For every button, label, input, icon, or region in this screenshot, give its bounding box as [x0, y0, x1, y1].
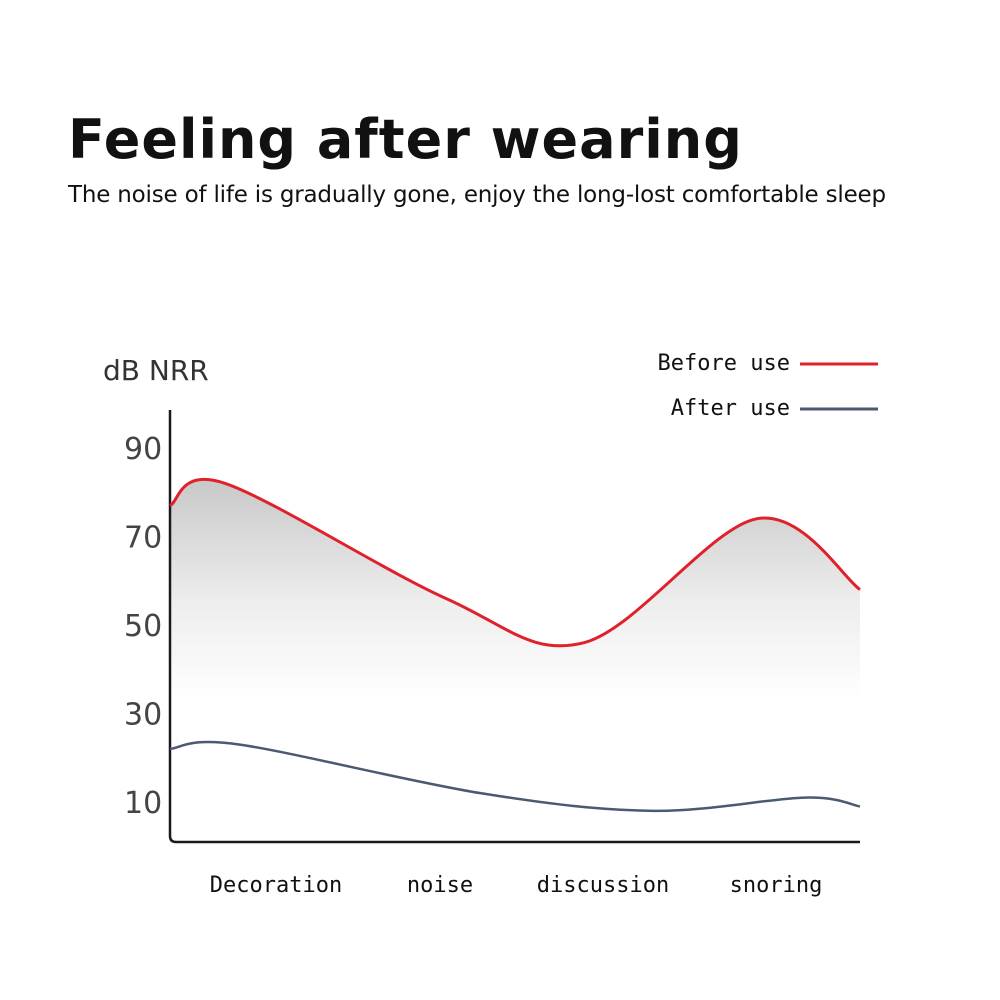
series-line-before-use	[169, 477, 861, 648]
y-tick-label: 90	[124, 432, 162, 467]
y-tick-label: 70	[124, 521, 162, 556]
x-category-label: discussion	[537, 873, 669, 898]
area-fill-before-use	[170, 479, 860, 700]
x-category-label: Decoration	[210, 873, 342, 898]
legend-label: After use	[671, 396, 790, 421]
y-tick-label: 10	[124, 786, 162, 821]
x-category-label: noise	[407, 873, 473, 898]
axis-lines	[168, 410, 860, 844]
series-line-after-use	[169, 740, 861, 813]
legend-label: Before use	[658, 351, 790, 376]
y-tick-label: 30	[124, 698, 162, 733]
y-tick-label: 50	[124, 609, 162, 644]
y-axis-label: dB NRR	[103, 354, 209, 387]
x-category-label: snoring	[730, 873, 823, 898]
chart-subtitle: The noise of life is gradually gone, enj…	[68, 182, 886, 208]
chart-title: Feeling after wearing	[68, 108, 743, 171]
